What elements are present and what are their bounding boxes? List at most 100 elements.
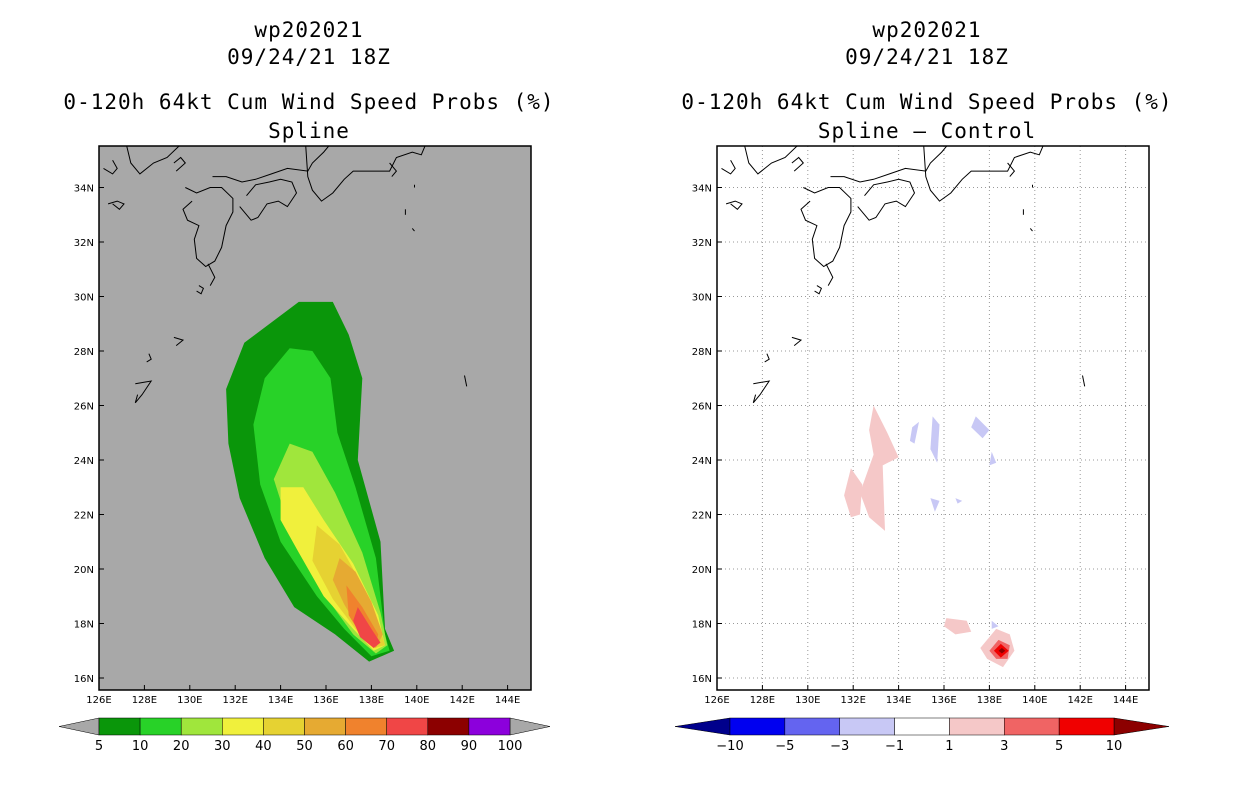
y-tick-label: 22N xyxy=(74,511,94,522)
colorbar-min-arrow xyxy=(674,717,731,736)
contour-neg1 xyxy=(930,498,940,512)
left-panel: wp202021 09/24/21 18Z 0-120h 64kt Cum Wi… xyxy=(58,18,554,754)
coastline xyxy=(411,228,415,232)
x-tick-label: 138E xyxy=(359,695,384,706)
y-tick-label: 22N xyxy=(692,511,712,522)
coastline xyxy=(305,146,426,202)
y-tick-label: 30N xyxy=(692,293,712,304)
x-tick-label: 134E xyxy=(886,695,911,706)
coastline xyxy=(134,380,153,404)
coastline xyxy=(196,285,205,295)
contour-1 xyxy=(844,468,863,518)
left-method-title: Spline xyxy=(268,119,350,143)
left-datetime: 09/24/21 18Z xyxy=(227,45,391,69)
colorbar-segment xyxy=(784,717,840,736)
colorbar-max-arrow xyxy=(1113,717,1170,736)
y-tick-label: 32N xyxy=(74,238,94,249)
colorbar-label: 80 xyxy=(420,739,437,754)
coastline xyxy=(764,353,770,363)
coastline xyxy=(701,438,703,441)
y-tick-label: 34N xyxy=(74,184,94,195)
contour-1 xyxy=(860,405,899,531)
coastline xyxy=(857,178,916,221)
x-tick-label: 140E xyxy=(404,695,429,706)
contour-neg1 xyxy=(930,416,940,463)
y-tick-label: 30N xyxy=(74,293,94,304)
coastline xyxy=(389,162,398,177)
y-tick-label: 20N xyxy=(74,565,94,576)
y-tick-label: 24N xyxy=(74,456,94,467)
colorbar-segment xyxy=(839,717,895,736)
colorbar-segment xyxy=(345,717,387,736)
coastline xyxy=(103,160,118,175)
right-product-title: 0-120h 64kt Cum Wind Speed Probs (%) xyxy=(681,90,1173,114)
colorbar-label: 1 xyxy=(945,739,953,754)
coastline xyxy=(146,353,152,363)
colorbar-segment xyxy=(729,717,786,736)
right-chart: 126E 128E 130E 132E 134E 136E 138E 140E 142E 144E… xyxy=(674,145,1170,754)
contour-70 xyxy=(353,607,381,648)
coastline xyxy=(721,160,736,175)
y-tick-label: 32N xyxy=(692,238,712,249)
coastline xyxy=(207,263,216,286)
x-tick-label: 138E xyxy=(977,695,1002,706)
coastline xyxy=(212,146,330,183)
contour-1 xyxy=(944,618,972,635)
colorbar-segment xyxy=(894,717,950,736)
contour-10 xyxy=(998,648,1006,654)
contour-neg1 xyxy=(955,498,963,504)
x-tick-label: 128E xyxy=(750,695,775,706)
coastline xyxy=(923,146,1044,202)
coastline xyxy=(83,438,85,441)
colorbar-label: 30 xyxy=(214,739,231,754)
colorbar-segment xyxy=(222,717,264,736)
y-tick-label: 34N xyxy=(692,184,712,195)
colorbar-segment xyxy=(1058,717,1115,736)
plot-frame xyxy=(716,145,1150,691)
colorbar-label: −3 xyxy=(830,739,849,754)
coastline xyxy=(239,178,298,221)
coastline xyxy=(1007,162,1016,177)
coastline xyxy=(173,336,185,346)
coastline xyxy=(1082,375,1086,387)
x-tick-label: 128E xyxy=(132,695,157,706)
y-tick-label: 20N xyxy=(692,565,712,576)
right-panel: wp202021 09/24/21 18Z 0-120h 64kt Cum Wi… xyxy=(618,0,1236,800)
contour-neg1 xyxy=(909,421,919,444)
y-tick-label: 26N xyxy=(74,402,94,413)
colorbar-segment xyxy=(427,717,470,736)
contour-neg1 xyxy=(971,416,990,439)
coastline xyxy=(814,285,823,295)
y-tick-label: 16N xyxy=(74,674,94,685)
colorbar-label: 60 xyxy=(337,739,354,754)
colorbar-label: −1 xyxy=(885,739,904,754)
colorbar-segment xyxy=(1004,717,1060,736)
colorbar-label: 3 xyxy=(1000,739,1008,754)
x-tick-label: 126E xyxy=(86,695,111,706)
coastline xyxy=(725,200,743,210)
x-tick-label: 134E xyxy=(268,695,293,706)
y-tick-label: 18N xyxy=(74,620,94,631)
coastline xyxy=(830,146,948,183)
y-tick-label: 28N xyxy=(74,347,94,358)
coastline xyxy=(752,380,771,404)
x-tick-label: 130E xyxy=(795,695,820,706)
left-storm-id: wp202021 xyxy=(254,18,364,42)
plot-frame xyxy=(98,145,532,691)
coastline xyxy=(825,263,834,286)
y-tick-label: 26N xyxy=(692,402,712,413)
colorbar-max-arrow xyxy=(509,717,551,736)
colorbar-label: 100 xyxy=(498,739,523,754)
x-tick-label: 140E xyxy=(1022,695,1047,706)
x-tick-label: 132E xyxy=(222,695,247,706)
colorbar-segment xyxy=(98,717,141,736)
colorbar-label: 40 xyxy=(255,739,272,754)
colorbar-label: 5 xyxy=(1055,739,1063,754)
x-tick-label: 136E xyxy=(931,695,956,706)
contour-neg1 xyxy=(989,451,997,466)
coastline xyxy=(1029,228,1033,232)
colorbar-label: 5 xyxy=(95,739,103,754)
y-tick-label: 28N xyxy=(692,347,712,358)
coastline xyxy=(182,187,234,268)
colorbar-segment xyxy=(304,717,346,736)
